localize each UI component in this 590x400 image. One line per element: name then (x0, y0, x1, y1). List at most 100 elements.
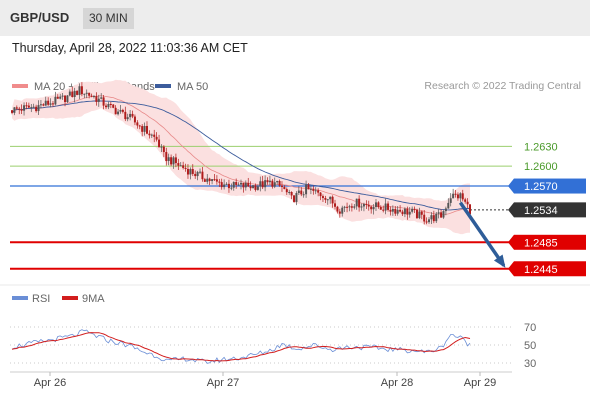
candle (391, 208, 394, 212)
candle (276, 180, 279, 183)
timeframe-button[interactable]: 30 MIN (83, 8, 134, 29)
candle (401, 211, 404, 215)
candle (271, 180, 274, 187)
candle (256, 186, 259, 190)
rsi-tick-label-2: 30 (524, 358, 536, 370)
candle (413, 208, 416, 210)
candle (312, 188, 315, 191)
candle (165, 152, 168, 162)
candle (428, 219, 431, 223)
candle (215, 179, 218, 182)
candle (408, 211, 411, 215)
candle (177, 163, 180, 166)
candle (73, 90, 76, 98)
forecast-arrow-head (493, 254, 506, 268)
rsi-legend-swatch (12, 296, 28, 300)
candle (121, 109, 124, 112)
candle (32, 106, 35, 108)
level-label-4: 1.2485 (524, 237, 558, 249)
candle (319, 192, 322, 197)
candle (266, 180, 269, 183)
candle (85, 92, 88, 94)
candle (456, 194, 459, 199)
candle (119, 109, 122, 112)
candle (20, 109, 23, 111)
candle (346, 206, 349, 208)
candle (160, 146, 163, 148)
candle (189, 169, 192, 175)
candle (196, 171, 199, 177)
candle (227, 183, 230, 189)
candle (442, 211, 445, 218)
symbol-label: GBP/USD (10, 10, 70, 25)
candle (64, 95, 67, 103)
candle (449, 198, 452, 203)
candle (167, 157, 170, 162)
candle (353, 206, 356, 208)
candle (182, 165, 185, 168)
candle (355, 198, 358, 207)
candle (334, 203, 337, 207)
candle (71, 91, 74, 98)
level-label-bg-4 (514, 234, 586, 250)
candle (331, 196, 334, 204)
candle (76, 90, 79, 95)
ma20-legend-swatch (12, 84, 28, 88)
candle (30, 107, 33, 109)
candle (23, 105, 26, 111)
candle (278, 180, 281, 186)
candle (254, 185, 257, 190)
candle (247, 182, 250, 187)
candle (273, 182, 276, 187)
candle (394, 208, 397, 214)
candle (172, 157, 175, 165)
candle (396, 209, 399, 214)
candle (206, 178, 209, 182)
ma9-legend-label: 9MA (82, 293, 105, 305)
candle (11, 110, 13, 113)
candle (61, 95, 64, 97)
candle (131, 113, 134, 117)
candle (44, 100, 47, 106)
level-label-bg-3 (514, 202, 586, 218)
candle (56, 96, 59, 99)
candle (411, 208, 414, 212)
candle (107, 104, 110, 108)
candle (348, 206, 351, 208)
candle (155, 136, 158, 140)
candle (432, 215, 435, 222)
level-label-tip-2 (508, 178, 514, 194)
candle (261, 181, 264, 188)
level-label-0: 1.2630 (524, 141, 558, 153)
candle (259, 181, 262, 187)
ma50-legend-swatch (155, 84, 171, 88)
candle (461, 193, 464, 200)
candle (100, 97, 103, 99)
candle (42, 104, 45, 106)
candle (15, 107, 18, 109)
candle (158, 139, 161, 148)
candle (136, 122, 139, 126)
candle (377, 202, 380, 208)
candle (90, 95, 93, 97)
candle (235, 182, 238, 185)
candle (280, 185, 283, 187)
candle (360, 206, 363, 208)
candle (97, 98, 100, 102)
candle (362, 203, 365, 207)
candle (389, 209, 392, 212)
candle (186, 168, 189, 175)
candle (66, 95, 69, 103)
level-label-tip-4 (508, 234, 514, 250)
candle (365, 203, 368, 205)
candle (126, 117, 129, 120)
candle (174, 157, 177, 164)
level-label-3: 1.2534 (524, 205, 558, 217)
candle (459, 193, 462, 199)
candle (37, 105, 40, 112)
candle (297, 190, 300, 194)
candle (223, 184, 226, 188)
candle (232, 182, 235, 188)
